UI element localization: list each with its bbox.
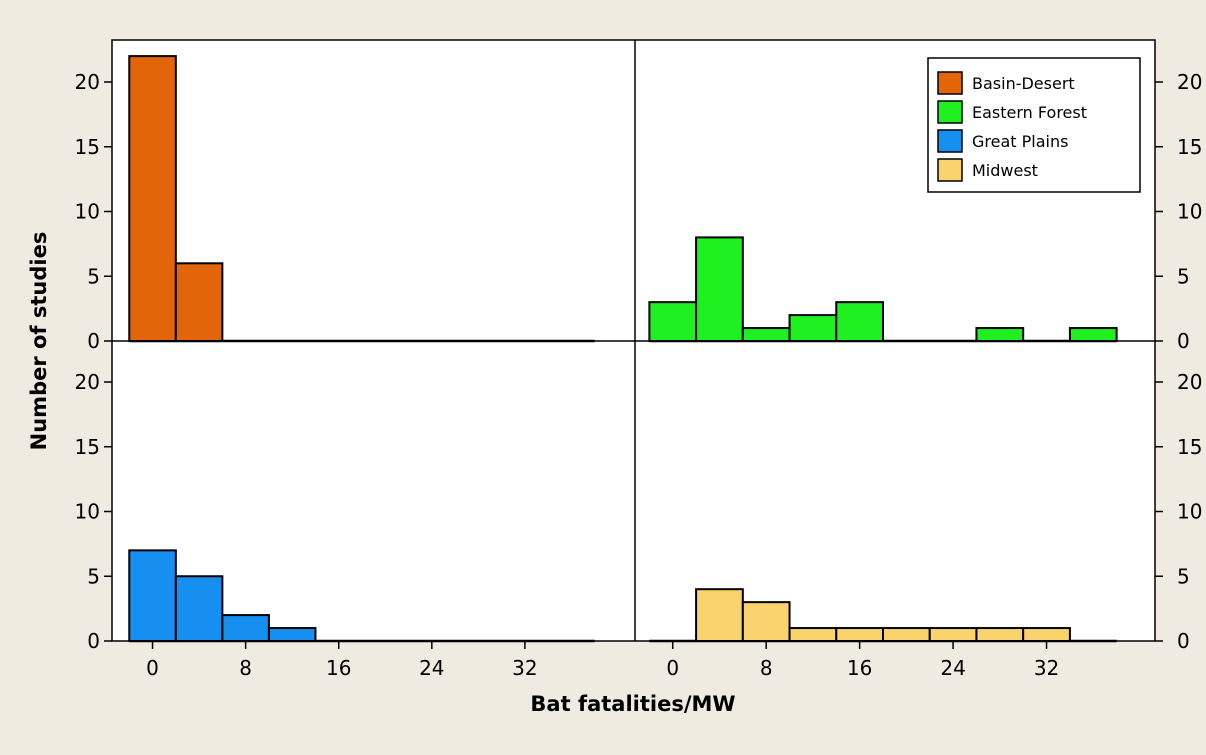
bar [975, 627, 1025, 642]
x-tick-label: 16 [326, 656, 351, 680]
y-axis-title: Number of studies [27, 232, 51, 451]
y-tick-label-right: 15 [1177, 135, 1202, 159]
bar [788, 627, 838, 642]
y-tick-label-right: 20 [1177, 370, 1202, 394]
y-tick-label-right: 10 [1177, 500, 1202, 524]
bar [1068, 327, 1118, 342]
y-tick-label-right: 20 [1177, 70, 1202, 94]
bar [174, 575, 224, 642]
y-tick-label-left: 10 [75, 200, 100, 224]
x-tick-label: 24 [419, 656, 444, 680]
x-tick-label: 24 [940, 656, 965, 680]
legend-label: Eastern Forest [972, 103, 1087, 122]
y-tick-label-left: 0 [87, 329, 100, 353]
bar [788, 314, 838, 343]
x-axis-title: Bat fatalities/MW [530, 692, 735, 716]
y-tick-label-right: 15 [1177, 435, 1202, 459]
bar [975, 327, 1025, 342]
bar [882, 627, 931, 642]
y-tick-label-right: 5 [1177, 264, 1190, 288]
x-tick-label: 8 [760, 656, 773, 680]
bar [267, 627, 317, 642]
y-tick-label-left: 10 [75, 500, 100, 524]
series-midwest [649, 588, 1117, 643]
y-tick-label-left: 0 [87, 629, 100, 653]
legend: Basin-Desert Eastern Forest Great Plains Mi… [927, 57, 1141, 193]
bar [221, 614, 270, 642]
x-tick-label: 16 [847, 656, 872, 680]
bar [695, 588, 744, 643]
legend-box [927, 57, 1141, 193]
legend-swatch [937, 129, 963, 153]
bar [1022, 627, 1071, 642]
bar [174, 262, 224, 342]
y-tick-label-right: 10 [1177, 200, 1202, 224]
legend-label: Great Plains [972, 132, 1068, 151]
y-tick-label-right: 0 [1177, 329, 1190, 353]
y-tick-label-left: 20 [75, 70, 100, 94]
legend-swatch [937, 71, 963, 95]
y-tick-label-left: 5 [87, 564, 100, 588]
bar [741, 601, 791, 643]
bar [128, 549, 177, 642]
bar [741, 327, 791, 342]
x-tick-label: 0 [666, 656, 679, 680]
x-tick-label: 0 [146, 656, 159, 680]
bar [695, 236, 744, 342]
y-tick-label-right: 0 [1177, 629, 1190, 653]
bar [648, 301, 698, 342]
bar [128, 55, 177, 342]
x-tick-label: 8 [239, 656, 252, 680]
x-tick-label: 32 [1034, 656, 1059, 680]
legend-swatch [937, 158, 963, 182]
y-tick-label-left: 5 [87, 264, 100, 288]
bar [835, 301, 884, 342]
y-tick-label-left: 15 [75, 135, 100, 159]
legend-swatch [937, 100, 963, 124]
x-tick-label: 32 [512, 656, 537, 680]
y-tick-label-left: 20 [75, 370, 100, 394]
bar [928, 627, 978, 642]
bar [835, 627, 884, 642]
y-tick-label-right: 5 [1177, 564, 1190, 588]
legend-label: Midwest [972, 161, 1038, 180]
y-tick-label-left: 15 [75, 435, 100, 459]
legend-label: Basin-Desert [972, 74, 1075, 93]
